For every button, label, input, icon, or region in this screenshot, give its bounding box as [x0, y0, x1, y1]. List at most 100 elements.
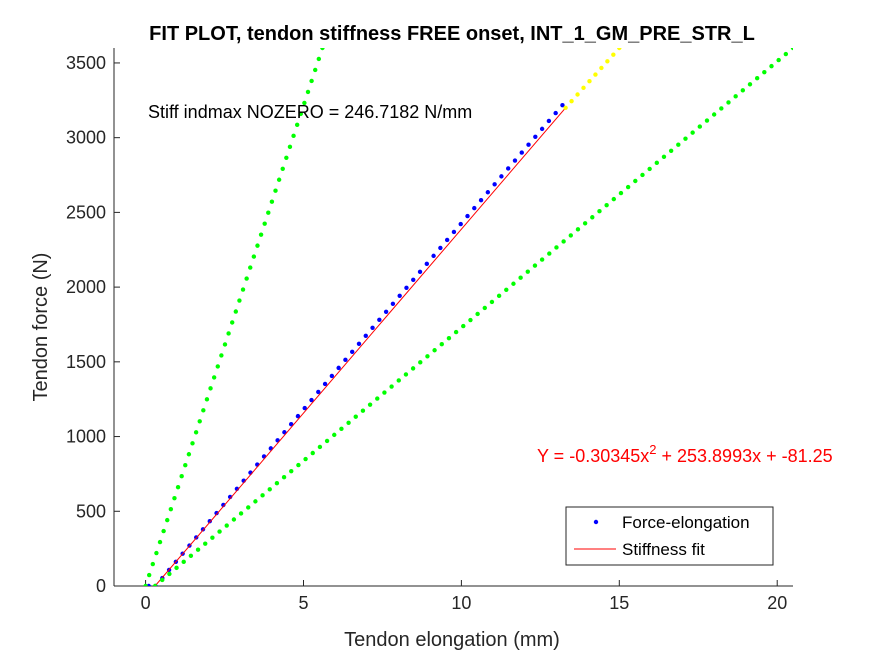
yellow-extension-point: [563, 105, 568, 110]
green-bound-point: [762, 69, 767, 75]
force-elongation-point: [478, 197, 484, 203]
green-bound-point: [668, 148, 674, 153]
force-elongation-point: [465, 213, 470, 219]
y-tick-label: 1500: [66, 352, 106, 372]
green-bound-point: [287, 144, 293, 150]
green-bound-point: [150, 561, 155, 567]
green-bound-point: [511, 281, 516, 286]
fit-equation-exponent: 2: [649, 442, 656, 457]
green-bound-point: [211, 375, 217, 380]
green-bound-point: [339, 426, 344, 432]
green-bound-point: [276, 177, 282, 182]
y-tick-label: 2500: [66, 202, 106, 222]
force-elongation-point: [350, 349, 355, 355]
green-bound-point: [143, 583, 148, 586]
green-bound-point: [389, 384, 394, 389]
green-bound-point: [255, 243, 260, 248]
force-elongation-point: [539, 126, 545, 132]
green-bound-point: [238, 511, 244, 516]
green-bound-point: [568, 233, 573, 238]
green-bound-point: [618, 190, 624, 196]
force-elongation-point: [363, 333, 368, 338]
force-elongation-point: [472, 205, 477, 211]
green-bound-point: [496, 293, 502, 299]
green-bound-point: [237, 298, 242, 303]
green-bound-point: [461, 323, 466, 329]
green-bound-point: [375, 396, 380, 401]
fit-equation-annotation: Y = -0.30345x2 + 253.8993x + -81.25: [537, 442, 833, 466]
y-tick-label: 3500: [66, 53, 106, 73]
yellow-extension-point: [569, 98, 574, 104]
x-tick-label: 5: [298, 593, 308, 613]
yellow-extension-point: [605, 59, 610, 64]
green-bound-point: [230, 320, 235, 325]
green-bound-point: [310, 450, 315, 456]
force-elongation-point: [383, 309, 389, 314]
green-bound-point: [611, 196, 617, 202]
green-bound-point: [305, 89, 311, 95]
green-bound-point: [188, 553, 194, 558]
green-bound-point: [313, 67, 318, 73]
force-elongation-point: [546, 118, 552, 124]
x-tick-label: 0: [141, 593, 151, 613]
green-bound-point: [489, 299, 495, 305]
series-layer: [143, 48, 793, 586]
force-elongation-point: [526, 142, 531, 147]
force-elongation-point: [431, 253, 436, 259]
green-bound-point: [197, 419, 202, 424]
legend: Force-elongation Stiffness fit: [565, 506, 774, 566]
green-bound-point: [711, 112, 717, 117]
green-bound-point: [697, 124, 703, 129]
force-elongation-point: [288, 421, 294, 427]
green-bound-point: [248, 265, 253, 270]
force-elongation-point: [451, 229, 457, 235]
green-bound-point: [262, 221, 267, 226]
green-bound-point: [790, 48, 793, 51]
green-bound-point: [690, 130, 695, 135]
stiffness-annotation: Stiff indmax NOZERO = 246.7182 N/mm: [148, 102, 472, 122]
yellow-extension-point: [575, 92, 580, 97]
green-bound-point: [240, 287, 246, 292]
green-bound-point: [203, 541, 208, 546]
green-bound-point: [215, 364, 220, 369]
force-elongation-point: [512, 158, 518, 163]
green-bound-point: [360, 408, 366, 413]
force-elongation-point: [336, 365, 341, 371]
green-bound-point: [403, 372, 409, 377]
force-elongation-point: [424, 261, 430, 267]
force-elongation-point: [404, 285, 409, 290]
green-bound-point: [246, 505, 251, 510]
green-bound-point: [303, 456, 308, 462]
green-bound-point: [273, 188, 278, 193]
green-bound-point: [258, 232, 264, 237]
green-bound-point: [726, 100, 731, 105]
green-bound-point: [167, 571, 172, 577]
green-bound-point: [294, 122, 300, 128]
green-bound-point: [525, 269, 530, 274]
green-bound-point: [281, 474, 287, 480]
green-bound-point: [439, 342, 444, 347]
green-bound-point: [367, 402, 373, 407]
green-bound-point: [296, 462, 301, 468]
green-bound-point: [754, 76, 760, 81]
force-elongation-point: [444, 237, 450, 243]
green-bound-point: [468, 317, 473, 323]
green-bound-point: [269, 199, 275, 204]
green-bound-point: [647, 166, 652, 172]
fit-equation-part1: Y = -0.30345x: [537, 446, 649, 466]
green-bound-point: [532, 263, 538, 268]
green-bound-point: [175, 484, 181, 490]
green-bound-point: [244, 276, 249, 281]
green-bound-point: [719, 106, 724, 111]
force-elongation-point: [519, 150, 524, 155]
force-elongation-point: [505, 166, 511, 171]
green-bound-point: [302, 100, 307, 106]
green-bound-point: [174, 565, 179, 571]
green-bound-point: [179, 474, 184, 479]
green-bound-point: [518, 275, 523, 280]
y-tick-label: 0: [96, 576, 106, 596]
force-elongation-point: [397, 293, 402, 298]
force-elongation-point: [322, 381, 328, 387]
green-bound-point: [160, 577, 165, 583]
green-bound-point: [539, 257, 545, 262]
